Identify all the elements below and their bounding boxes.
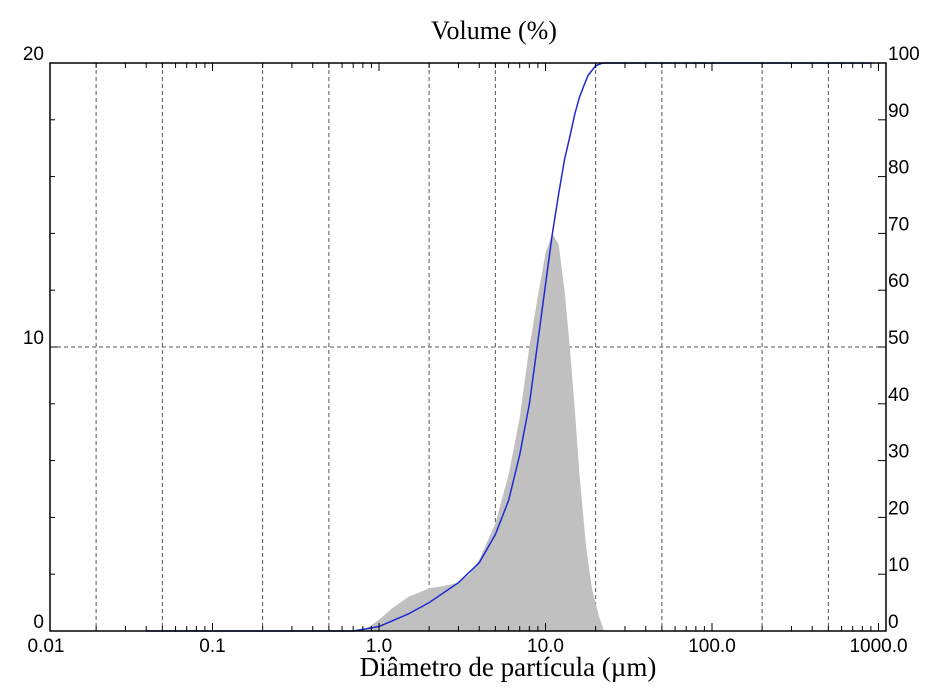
- y-right-tick-label: 70: [888, 214, 909, 235]
- distribution-area: [362, 233, 605, 631]
- tick-marks: [50, 62, 886, 632]
- y-right-tick-label: 100: [888, 44, 920, 65]
- cumulative-line: [146, 62, 871, 632]
- x-tick-label: 10.0: [527, 636, 564, 657]
- x-tick-label: 1000.0: [849, 636, 907, 657]
- y-right-tick-label: 10: [888, 555, 909, 576]
- chart-title: Volume (%): [431, 16, 557, 45]
- area-layer: [362, 233, 605, 631]
- line-layer: [146, 62, 871, 632]
- y-right-tick-label: 80: [888, 158, 909, 179]
- x-tick-label: 1.0: [366, 636, 392, 657]
- y-right-tick-label: 50: [888, 328, 909, 349]
- x-tick-label: 100.0: [688, 636, 736, 657]
- y-right-tick-label: 0: [888, 612, 899, 633]
- y-right-tick-label: 30: [888, 442, 909, 463]
- x-tick-label: 0.1: [199, 636, 225, 657]
- y-right-tick-label: 90: [888, 101, 909, 122]
- grid-lines: [50, 63, 886, 631]
- x-tick-label: 0.01: [28, 636, 65, 657]
- x-axis-label: Diâmetro de partícula (µm): [360, 652, 657, 682]
- y-left-tick-label: 20: [23, 44, 44, 65]
- y-left-tick-label: 10: [23, 328, 44, 349]
- y-right-tick-label: 40: [888, 385, 909, 406]
- y-right-tick-label: 20: [888, 498, 909, 519]
- tick-labels: 0.01 0.1 1.0 10.0 100.0 1000.0 0 10 20 0 10 20 30 40 5…: [23, 44, 920, 657]
- y-left-tick-label: 0: [33, 612, 44, 633]
- y-right-tick-label: 60: [888, 271, 909, 292]
